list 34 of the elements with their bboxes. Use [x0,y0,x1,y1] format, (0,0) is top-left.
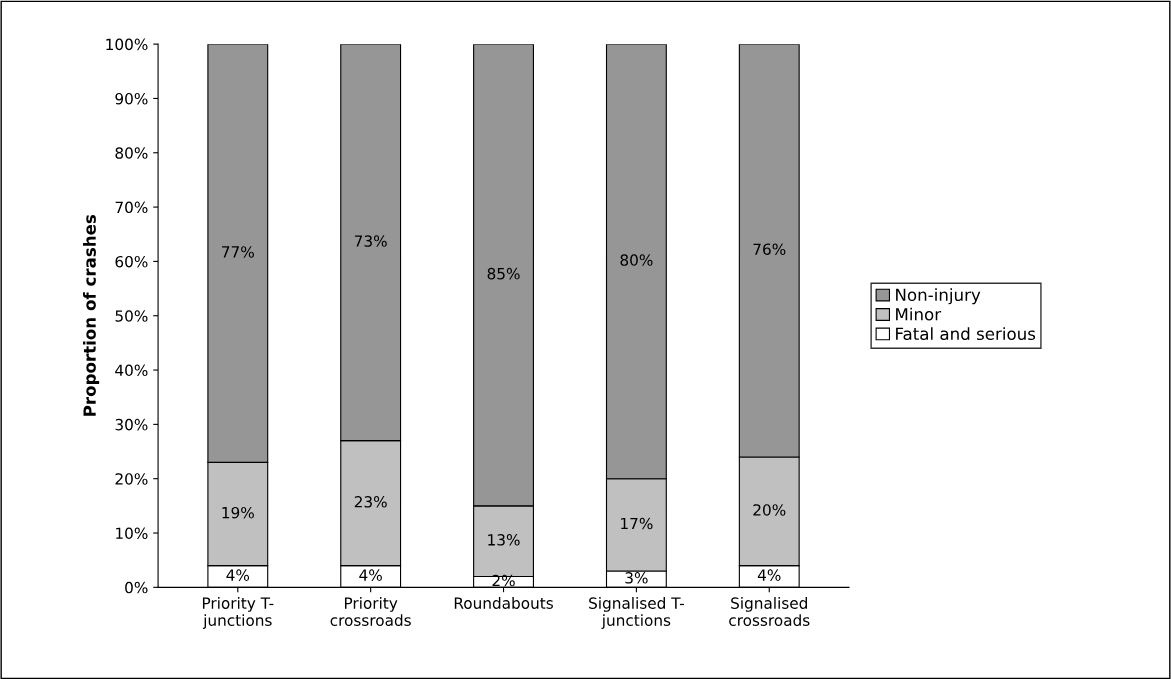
y-tick-label: 30% [115,418,148,431]
data-label: 80% [620,254,653,266]
legend-label: Non-injury [896,288,981,305]
x-tick-label: Roundabouts [454,597,553,609]
y-tick-label: 40% [115,364,148,377]
data-label: 20% [753,504,786,516]
y-tick-label: 60% [115,255,148,268]
y-axis-title: Proportion of crashes [83,214,100,416]
legend-label: Fatal and serious [896,327,1036,341]
y-tick-label: 80% [115,147,148,159]
x-tick-label: Signalised crossroads [729,597,810,626]
data-label: 17% [621,517,653,530]
data-label: 4% [359,569,382,581]
data-label: 76% [753,243,786,255]
x-tick-label: Signalised T- junctions [589,597,684,629]
data-label: 73% [354,235,387,247]
x-tick-label: Priority T- junctions [202,597,274,629]
data-label: 77% [222,246,254,258]
data-label: 4% [757,569,781,581]
y-tick-label: 100% [106,38,148,51]
data-label: 4% [226,569,250,581]
y-tick-label: 90% [115,92,148,105]
data-label: 85% [487,267,520,280]
y-tick-label: 70% [115,201,148,214]
data-label: 19% [222,506,254,519]
data-label: 13% [488,534,520,546]
data-label: 23% [354,496,387,508]
legend-label: Minor [896,307,942,321]
y-tick-label: 20% [115,473,148,485]
x-tick-label: Priority crossroads [330,597,411,626]
y-tick-label: 50% [115,310,148,322]
data-label: 3% [625,572,648,584]
y-tick-label: 10% [116,527,148,540]
y-tick-label: 0% [125,581,148,594]
